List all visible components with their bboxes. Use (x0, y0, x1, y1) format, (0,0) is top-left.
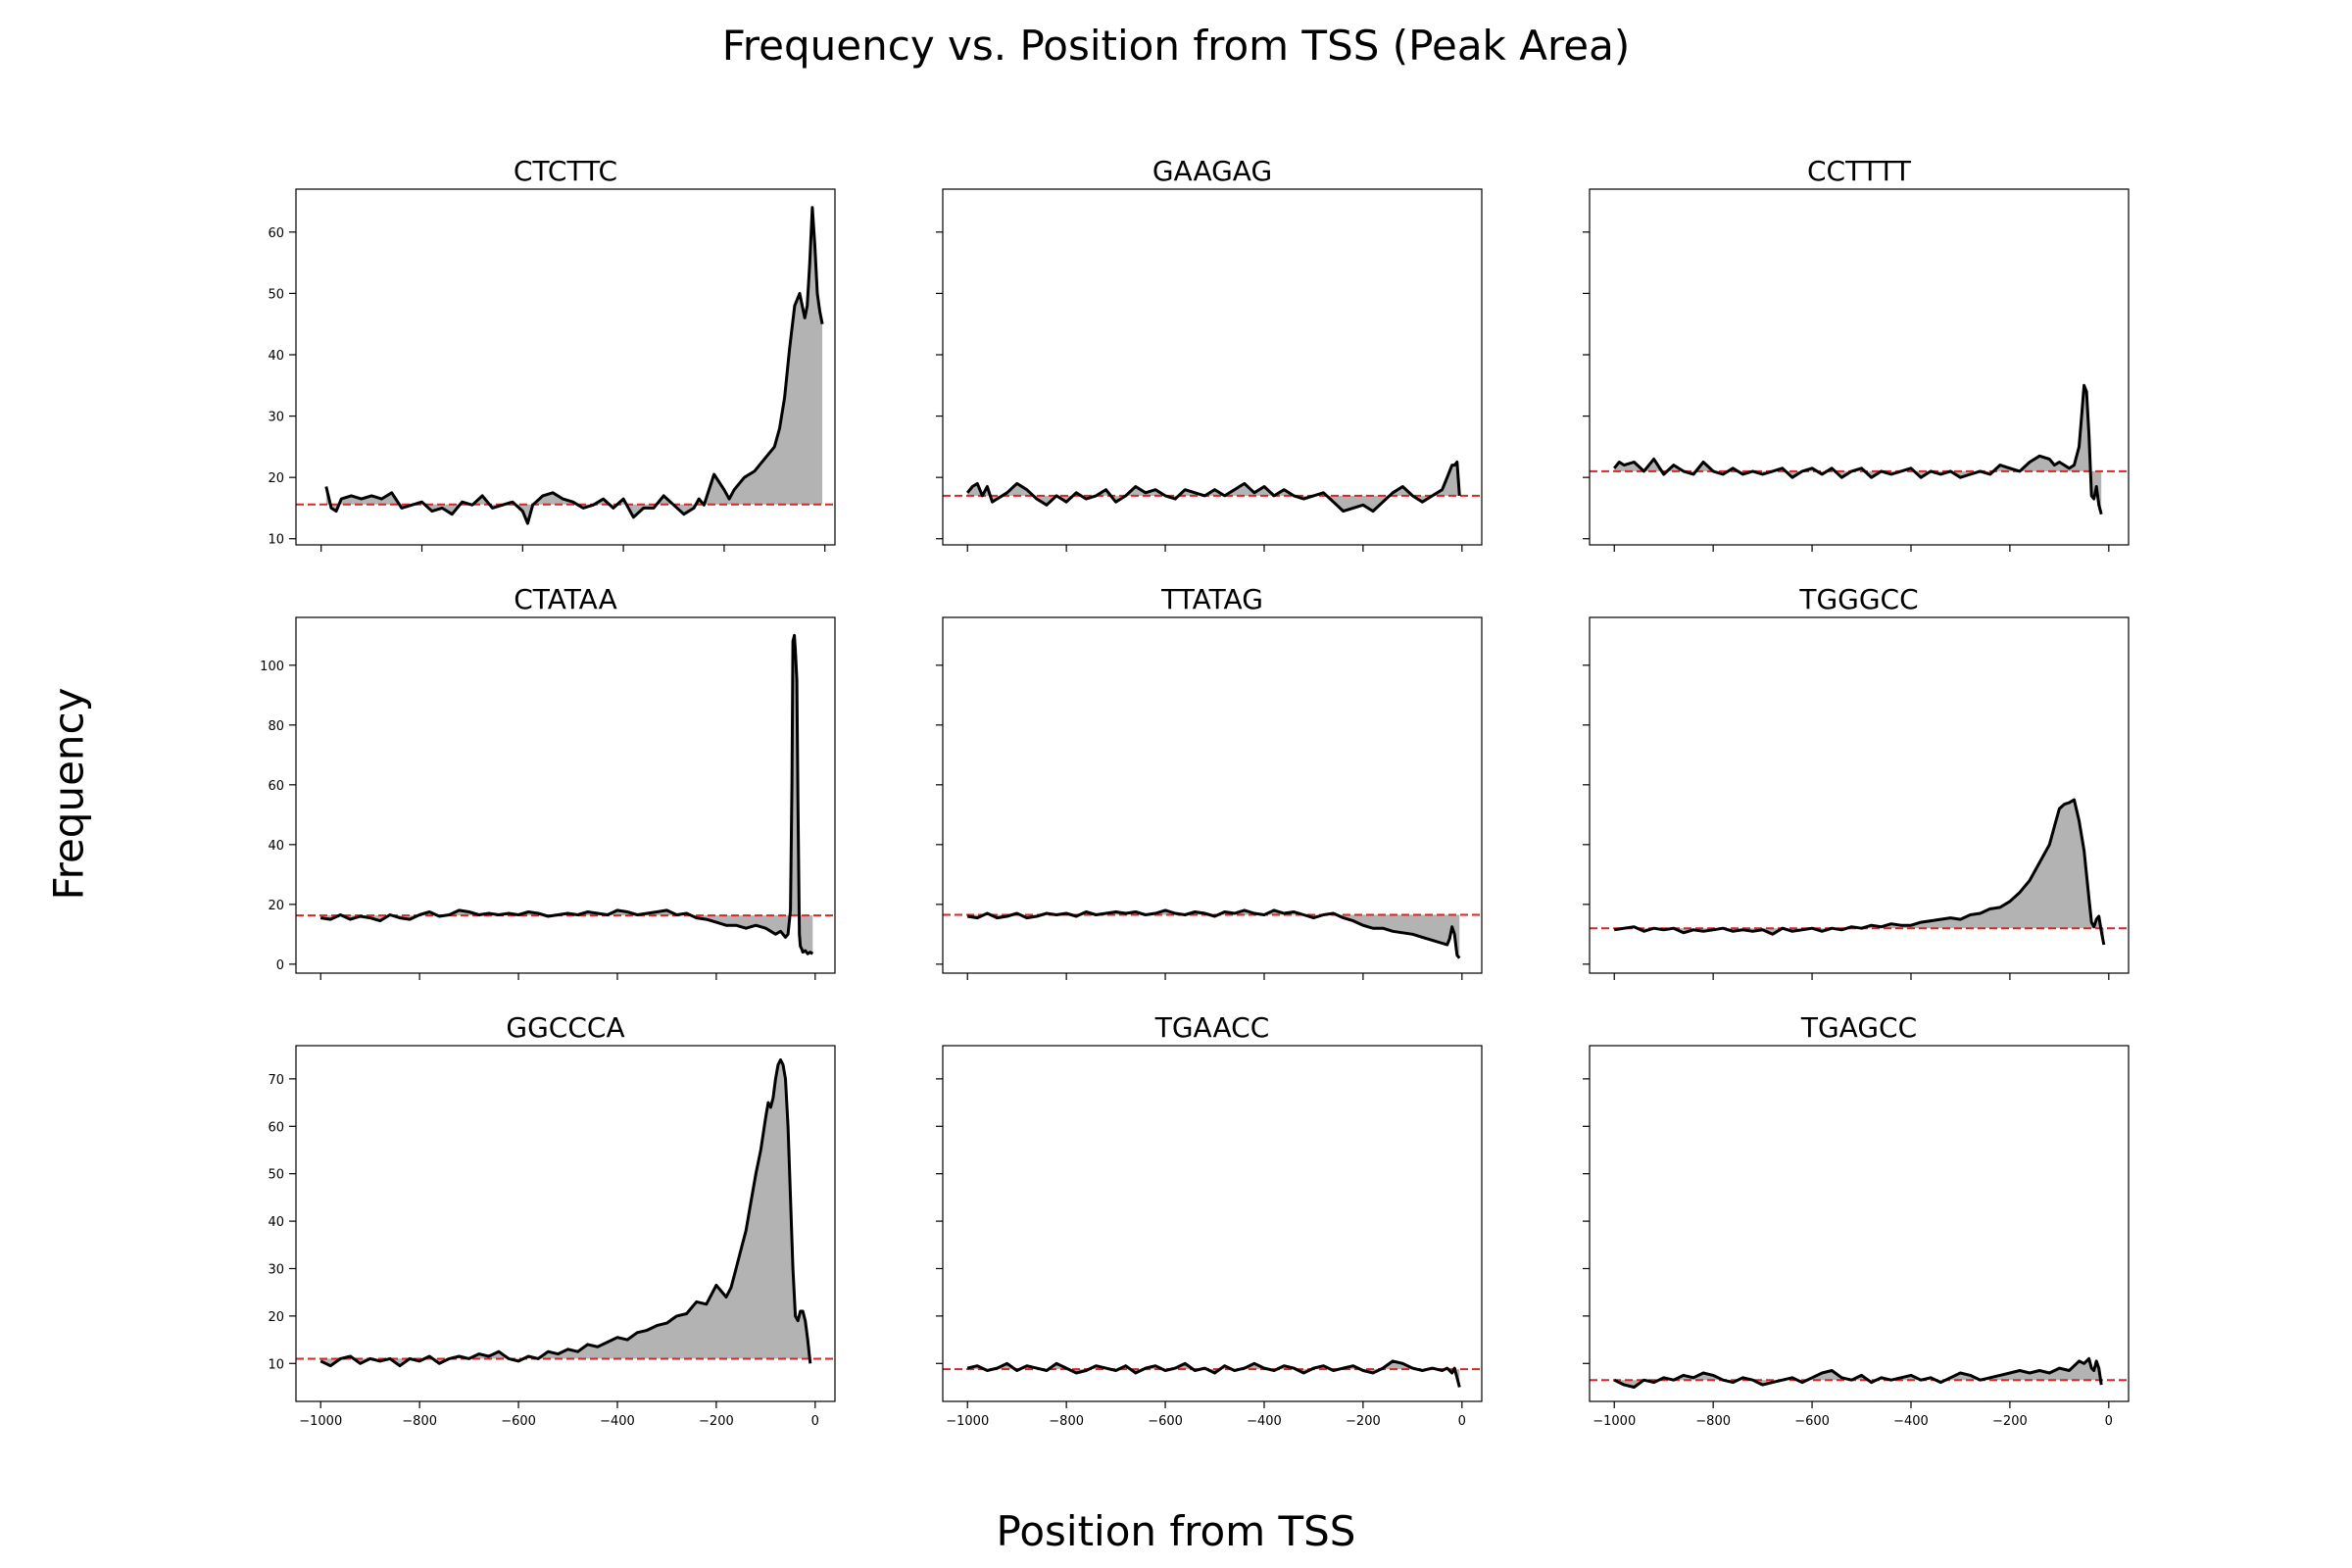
x-tick-label: −800 (402, 1414, 437, 1429)
y-tick-label: 20 (268, 899, 284, 913)
frequency-line (319, 1058, 812, 1368)
frequency-line (966, 1359, 1461, 1388)
frequency-line (319, 633, 814, 956)
x-tick-label: 0 (1458, 1414, 1466, 1429)
y-tick-label: 60 (268, 779, 284, 794)
frequency-line (966, 908, 1461, 959)
plot-area (943, 1359, 1482, 1388)
peak-area-fill (1614, 385, 2102, 514)
peak-area-fill (320, 635, 813, 955)
frequency-line (966, 461, 1461, 514)
plot-area (943, 461, 1482, 514)
frequency-line (1613, 798, 2106, 946)
x-tick-label: 0 (811, 1414, 819, 1429)
figure-title: Frequency vs. Position from TSS (Peak Ar… (721, 22, 1631, 70)
axes-frame (942, 188, 1483, 546)
peak-area-fill (1614, 800, 2104, 945)
y-tick-label: 100 (260, 660, 284, 674)
subplot-title: GGCCCA (506, 1011, 624, 1044)
y-tick-label: 40 (268, 1215, 284, 1230)
axes-frame (295, 616, 836, 974)
y-tick-label: 70 (268, 1073, 284, 1088)
y-tick-label: 30 (268, 411, 284, 425)
y-tick-label: 20 (268, 471, 284, 486)
peak-area-fill (320, 1059, 810, 1366)
subplot-gaagag: GAAGAG (936, 155, 1483, 552)
subplot-ggccca: −1000 −800 −600 −400 −200 0 10 20 30 40 50 60 70 GGCC… (268, 1011, 836, 1429)
y-tick-label: 60 (268, 1120, 284, 1135)
y-tick-label: 80 (268, 719, 284, 734)
peak-area-fill (325, 207, 823, 524)
subplot-tgaacc: −1000 −800 −600 −400 −200 0 TGAACC (936, 1011, 1483, 1429)
peak-area-fill (967, 462, 1460, 512)
frequency-line (324, 206, 824, 525)
frequency-line (1613, 1356, 2103, 1389)
plot-area (296, 1058, 835, 1368)
x-tick-label: −1000 (1592, 1414, 1636, 1429)
subplot-title: CTATAA (514, 583, 616, 615)
subplot-title: TTATAG (1160, 583, 1263, 615)
plot-area (1590, 383, 2129, 515)
y-tick-label: 60 (268, 226, 284, 241)
y-tick-label: 10 (268, 1357, 284, 1372)
subplot-cctttt: CCTTTT (1583, 155, 2130, 552)
x-tick-label: −600 (1148, 1414, 1183, 1429)
x-tick-label: −400 (1893, 1414, 1929, 1429)
frequency-line (1613, 383, 2103, 515)
x-tick-label: 0 (2105, 1414, 2113, 1429)
subplot-ttatag: TTATAG (936, 583, 1483, 980)
axes-frame (942, 1045, 1483, 1402)
x-tick-label: −200 (1992, 1414, 2028, 1429)
x-tick-label: −800 (1049, 1414, 1084, 1429)
plot-area (296, 633, 835, 956)
peak-area-fill (967, 909, 1460, 958)
subplot-title: TGAACC (1154, 1011, 1270, 1044)
axes-frame (295, 188, 836, 546)
axes-frame (295, 1045, 836, 1402)
plot-area (296, 206, 835, 525)
y-tick-label: 40 (268, 349, 284, 364)
subplot-tgggcc: TGGGCC (1583, 583, 2130, 980)
x-tick-label: −200 (699, 1414, 734, 1429)
y-tick-label: 0 (276, 958, 284, 973)
axes-frame (1589, 188, 2130, 546)
y-tick-label: 40 (268, 839, 284, 854)
figure-x-axis-label: Position from TSS (996, 1507, 1356, 1555)
y-tick-label: 20 (268, 1310, 284, 1325)
subplot-title: TGAGCC (1800, 1011, 1917, 1044)
y-tick-label: 30 (268, 1262, 284, 1277)
plot-area (943, 908, 1482, 959)
y-tick-label: 50 (268, 1168, 284, 1183)
plot-area (1590, 798, 2129, 946)
subplot-title: CTCTTC (514, 155, 617, 187)
y-tick-label: 10 (268, 533, 284, 548)
subplot-title: TGGGCC (1798, 583, 1918, 615)
x-tick-label: −400 (1247, 1414, 1282, 1429)
x-tick-label: −400 (600, 1414, 635, 1429)
y-tick-label: 50 (268, 287, 284, 302)
x-tick-label: −800 (1695, 1414, 1731, 1429)
x-tick-label: −200 (1346, 1414, 1381, 1429)
subplot-title: CCTTTT (1807, 155, 1912, 187)
x-tick-label: −1000 (299, 1414, 342, 1429)
subplot-tgagcc: −1000 −800 −600 −400 −200 0 TGAGCC (1583, 1011, 2130, 1429)
axes-frame (1589, 616, 2130, 974)
axes-frame (942, 616, 1483, 974)
axes-frame (1589, 1045, 2130, 1402)
subplot-ctcttc: 10 20 30 40 50 60 CTCTTC (268, 155, 836, 552)
subplot-ctataa: 0 20 40 60 80 100 CTATAA (260, 583, 836, 980)
x-tick-label: −1000 (946, 1414, 989, 1429)
subplot-title: GAAGAG (1152, 155, 1272, 187)
x-tick-label: −600 (1794, 1414, 1830, 1429)
plot-area (1590, 1356, 2129, 1389)
x-tick-label: −600 (501, 1414, 536, 1429)
